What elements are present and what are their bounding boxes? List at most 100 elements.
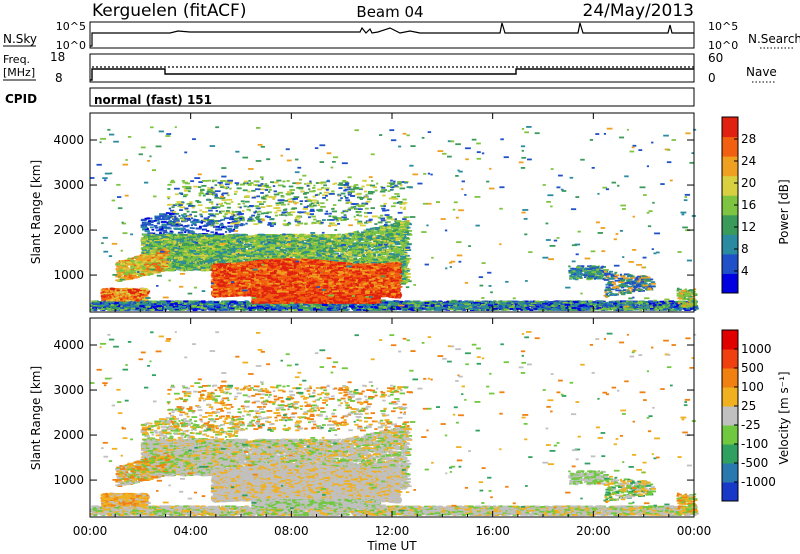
power-cell: [161, 221, 167, 223]
power-cell: [628, 308, 635, 310]
power-cell: [683, 307, 686, 310]
power-cell: [112, 297, 115, 299]
power-cell: [478, 309, 482, 311]
power-cell: [99, 301, 102, 304]
power-cell: [497, 301, 500, 304]
power-cell: [267, 309, 271, 312]
power-cell: [196, 306, 201, 308]
power-cell: [586, 306, 591, 309]
power-cell: [414, 303, 417, 306]
power-cell: [132, 291, 137, 294]
power-cell: [319, 309, 323, 312]
power-cell: [587, 300, 593, 303]
power-cell: [433, 309, 440, 311]
power-cell: [634, 302, 639, 305]
power-cell: [436, 301, 440, 304]
power-cell: [136, 299, 140, 302]
power-cell: [245, 302, 251, 305]
power-cell: [621, 300, 626, 303]
power-cell: [480, 303, 486, 306]
cpid-value: normal (fast) 151: [94, 93, 212, 107]
power-cell: [267, 305, 273, 308]
power-cell: [481, 306, 487, 309]
power-cell: [512, 309, 517, 311]
power-cell: [134, 293, 140, 296]
power-cell: [418, 304, 421, 307]
power-cell: [112, 307, 117, 310]
power-cell: [186, 304, 189, 307]
power-cell: [552, 307, 555, 310]
power-cell: [142, 298, 148, 301]
power-cell: [374, 304, 378, 306]
power-cell: [584, 302, 589, 305]
power-cell: [621, 309, 628, 312]
power-cell: [356, 308, 362, 311]
power-cell: [90, 308, 95, 311]
power-data-marks: [90, 126, 699, 312]
nsky-panel: N.Sky 10^5 10^0 10^5 10^0 N.Search: [3, 20, 800, 52]
power-cell: [424, 302, 430, 304]
power-cell: [574, 303, 579, 306]
power-cell: [648, 300, 652, 303]
power-cell: [420, 304, 423, 307]
power-cell: [108, 306, 114, 309]
power-cell: [225, 304, 228, 307]
power-cell: [240, 304, 245, 307]
power-cell: [655, 308, 658, 311]
power-cell: [592, 309, 596, 311]
power-cell: [354, 304, 357, 307]
power-cell: [464, 303, 470, 306]
power-cell: [151, 228, 155, 231]
power-cell: [503, 308, 510, 311]
power-cell: [389, 308, 393, 311]
power-cell: [555, 308, 560, 311]
power-cell: [639, 309, 643, 311]
power-cell: [403, 307, 409, 310]
power-cell: [623, 300, 629, 303]
power-cell: [113, 300, 119, 303]
power-cell: [298, 306, 304, 309]
power-cell: [249, 309, 252, 311]
power-cell: [419, 307, 422, 309]
power-cell: [417, 309, 422, 311]
power-cell: [122, 302, 128, 305]
power-cell: [598, 308, 604, 311]
nsearch-label: N.Search: [748, 32, 800, 46]
power-cell: [172, 303, 177, 306]
power-cell: [459, 301, 466, 303]
power-cell: [297, 309, 303, 311]
power-cell: [174, 307, 181, 310]
power-cell: [166, 302, 171, 304]
power-cell: [616, 303, 620, 306]
power-cell: [464, 305, 470, 308]
power-cell: [127, 289, 132, 291]
power-cell: [462, 309, 466, 311]
power-cell: [194, 224, 197, 226]
power-cell: [153, 225, 158, 227]
power-cell: [350, 305, 355, 308]
power-cell: [434, 304, 441, 307]
power-cell: [183, 300, 189, 303]
power-cell: [523, 304, 527, 307]
power-cell: [120, 305, 123, 308]
power-cell: [195, 227, 200, 230]
power-cell: [260, 308, 265, 311]
power-cell: [119, 302, 123, 304]
power-cell: [128, 294, 132, 297]
power-cell: [203, 304, 207, 307]
power-cell: [539, 301, 545, 303]
power-cell: [672, 304, 677, 306]
power-cell: [110, 299, 114, 302]
nsky-label: N.Sky: [3, 32, 37, 46]
power-cell: [287, 307, 293, 309]
power-cell: [527, 305, 530, 308]
power-cell: [653, 304, 657, 307]
power-cell: [425, 308, 432, 311]
power-cell: [166, 307, 171, 309]
power-cell: [141, 287, 148, 290]
power-cell: [468, 300, 474, 303]
power-cell: [178, 308, 183, 311]
power-cell: [293, 306, 299, 309]
power-cell: [582, 308, 587, 311]
